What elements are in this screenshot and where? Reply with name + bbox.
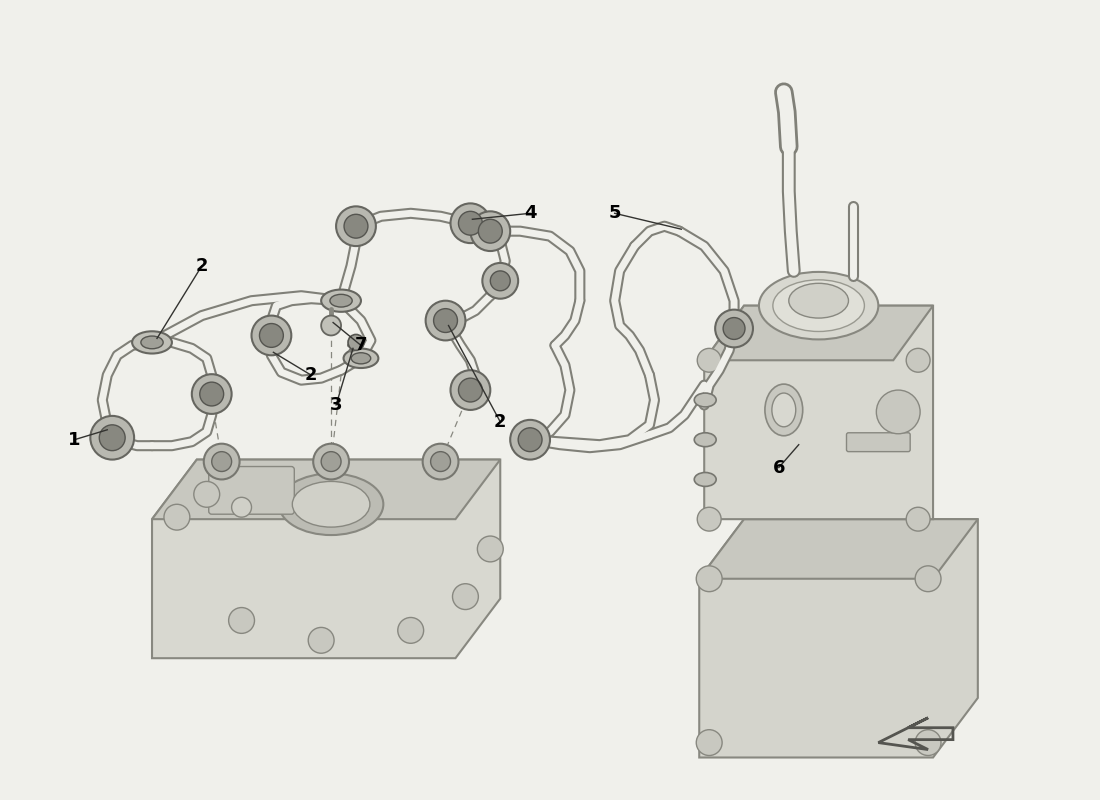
Circle shape [308,627,334,654]
Circle shape [426,301,465,341]
Circle shape [451,203,491,243]
Ellipse shape [279,474,383,535]
Text: 4: 4 [524,204,537,222]
Circle shape [906,507,931,531]
Circle shape [510,420,550,459]
Circle shape [337,206,376,246]
Circle shape [229,607,254,634]
Circle shape [99,425,125,450]
Circle shape [200,382,223,406]
Polygon shape [704,306,933,519]
Ellipse shape [694,393,716,407]
Text: 2: 2 [196,257,208,275]
Circle shape [723,318,745,339]
Polygon shape [700,519,978,758]
Ellipse shape [321,290,361,312]
Circle shape [459,211,482,235]
Text: 3: 3 [330,396,342,414]
Circle shape [211,452,232,471]
Polygon shape [700,519,978,578]
Circle shape [906,348,931,372]
Circle shape [252,315,292,355]
FancyBboxPatch shape [209,466,295,514]
Circle shape [696,730,722,755]
Ellipse shape [293,482,370,527]
Circle shape [321,452,341,471]
Circle shape [715,310,754,347]
Ellipse shape [351,353,371,364]
Text: 7: 7 [354,336,367,354]
Circle shape [348,334,364,350]
Circle shape [204,444,240,479]
Circle shape [314,444,349,479]
Text: 5: 5 [608,204,620,222]
Ellipse shape [132,331,172,354]
Ellipse shape [694,473,716,486]
Circle shape [90,416,134,459]
Circle shape [321,315,341,335]
Ellipse shape [772,393,795,427]
Ellipse shape [759,272,878,339]
Circle shape [433,309,458,333]
Circle shape [422,444,459,479]
Text: 6: 6 [772,458,785,477]
Circle shape [477,536,503,562]
Ellipse shape [330,294,352,307]
Circle shape [877,390,920,434]
Ellipse shape [343,349,378,368]
Circle shape [260,323,284,347]
Circle shape [478,219,503,243]
Polygon shape [152,459,500,658]
Circle shape [491,271,510,290]
Polygon shape [152,459,500,519]
Text: 2: 2 [494,413,506,431]
Text: 1: 1 [68,430,80,449]
Circle shape [459,378,482,402]
Circle shape [915,730,940,755]
Circle shape [164,504,190,530]
Ellipse shape [764,384,803,436]
Circle shape [452,584,478,610]
Ellipse shape [773,280,865,331]
Circle shape [232,498,252,517]
Circle shape [398,618,424,643]
Circle shape [697,348,722,372]
Circle shape [471,211,510,251]
Circle shape [344,214,367,238]
Circle shape [697,507,722,531]
Circle shape [430,452,451,471]
Text: 2: 2 [305,366,318,384]
Circle shape [696,566,722,592]
Circle shape [482,263,518,298]
Ellipse shape [141,336,163,349]
Circle shape [915,566,940,592]
Ellipse shape [789,283,848,318]
Circle shape [518,428,542,452]
Circle shape [194,482,220,507]
FancyBboxPatch shape [847,433,910,452]
Circle shape [451,370,491,410]
Circle shape [191,374,232,414]
Polygon shape [704,306,933,360]
Ellipse shape [694,433,716,446]
